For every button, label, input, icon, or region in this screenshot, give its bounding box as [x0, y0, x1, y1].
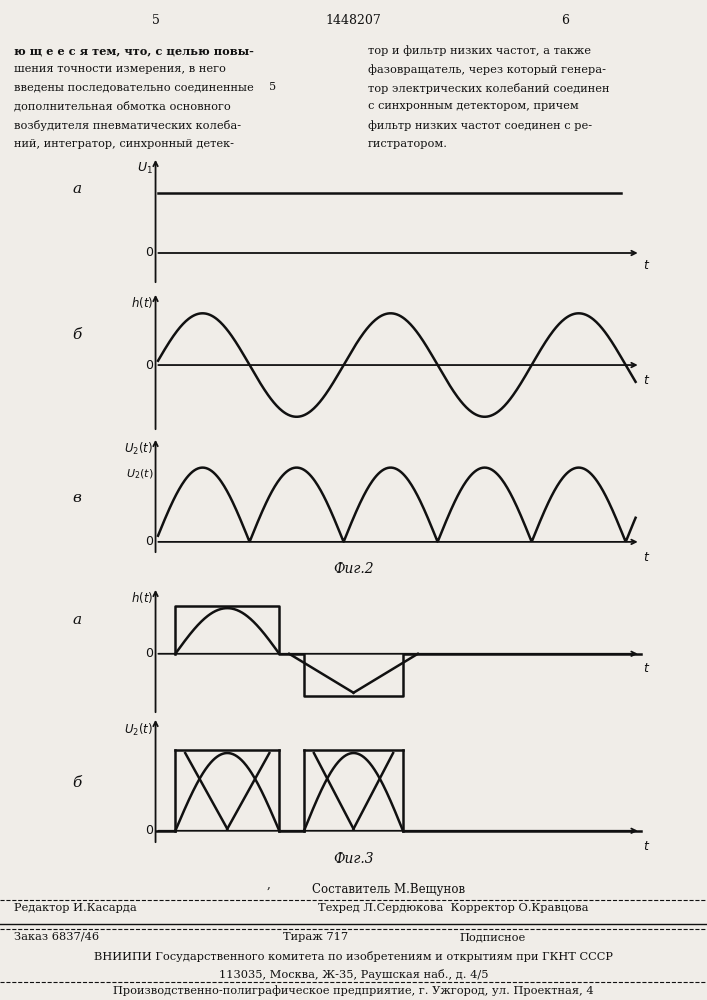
Text: фазовращатель, через который генера-: фазовращатель, через который генера- [368, 64, 606, 75]
Text: 0: 0 [145, 246, 153, 259]
Text: t: t [643, 259, 648, 272]
Text: б: б [72, 776, 81, 790]
Text: Тираж 717: Тираж 717 [283, 932, 348, 942]
Text: t: t [643, 662, 648, 675]
Text: б: б [72, 328, 81, 342]
Text: 0: 0 [145, 824, 153, 837]
Text: в: в [72, 491, 81, 505]
Text: $U_1$: $U_1$ [137, 161, 153, 176]
Text: Составитель М.Вещунов: Составитель М.Вещунов [312, 883, 465, 896]
Text: 5: 5 [151, 14, 160, 27]
Text: тор и фильтр низких частот, а также: тор и фильтр низких частот, а также [368, 45, 590, 56]
Text: Подписное: Подписное [460, 932, 526, 942]
Text: Производственно-полиграфическое предприятие, г. Ужгород, ул. Проектная, 4: Производственно-полиграфическое предприя… [113, 985, 594, 996]
Text: Заказ 6837/46: Заказ 6837/46 [14, 932, 99, 942]
Text: ,: , [267, 878, 271, 891]
Text: ВНИИПИ Государственного комитета по изобретениям и открытиям при ГКНТ СССР: ВНИИПИ Государственного комитета по изоб… [94, 951, 613, 962]
Text: а: а [72, 613, 81, 627]
Text: $U_2(t)$: $U_2(t)$ [124, 722, 153, 738]
Text: t: t [643, 551, 648, 564]
Text: гистратором.: гистратором. [368, 139, 448, 149]
Text: 0: 0 [145, 647, 153, 660]
Text: 0: 0 [145, 359, 153, 372]
Text: шения точности измерения, в него: шения точности измерения, в него [14, 64, 226, 74]
Text: 6: 6 [561, 14, 570, 27]
Text: с синхронным детектором, причем: с синхронным детектором, причем [368, 101, 578, 111]
Text: 113035, Москва, Ж-35, Раушская наб., д. 4/5: 113035, Москва, Ж-35, Раушская наб., д. … [218, 968, 489, 980]
Text: $U_2(t)$: $U_2(t)$ [124, 441, 153, 457]
Text: ний, интегратор, синхронный детек-: ний, интегратор, синхронный детек- [14, 139, 234, 149]
Text: 0: 0 [145, 535, 153, 548]
Text: t: t [643, 840, 648, 853]
Text: введены последовательно соединенные: введены последовательно соединенные [14, 83, 254, 93]
Text: Редактор И.Касарда: Редактор И.Касарда [14, 903, 137, 913]
Text: возбудителя пневматических колеба-: возбудителя пневматических колеба- [14, 120, 241, 131]
Text: дополнительная обмотка основного: дополнительная обмотка основного [14, 101, 231, 112]
Text: Фиг.2: Фиг.2 [333, 562, 374, 576]
Text: $U_2(t)$: $U_2(t)$ [126, 468, 153, 481]
Text: 1448207: 1448207 [326, 14, 381, 27]
Text: Техред Л.Сердюкова  Корректор О.Кравцова: Техред Л.Сердюкова Корректор О.Кравцова [318, 903, 589, 913]
Text: ю щ е е с я тем, что, с целью повы-: ю щ е е с я тем, что, с целью повы- [14, 45, 254, 56]
Text: 5: 5 [269, 82, 276, 92]
Text: t: t [643, 374, 648, 387]
Text: фильтр низких частот соединен с ре-: фильтр низких частот соединен с ре- [368, 120, 592, 131]
Text: тор электрических колебаний соединен: тор электрических колебаний соединен [368, 83, 609, 94]
Text: $h(t)$: $h(t)$ [131, 295, 153, 310]
Text: Фиг.3: Фиг.3 [333, 852, 374, 866]
Text: $h(t)$: $h(t)$ [131, 590, 153, 605]
Text: а: а [72, 182, 81, 196]
